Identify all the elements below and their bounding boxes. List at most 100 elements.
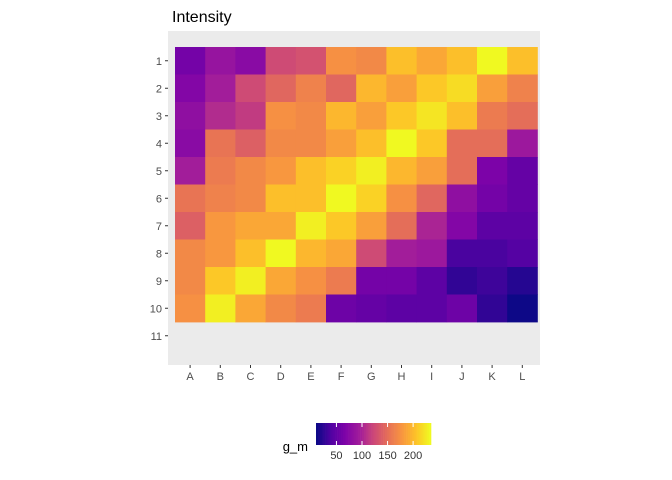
heatmap-cell (356, 129, 387, 158)
colorbar-segment (346, 423, 349, 445)
heatmap-cell (477, 102, 508, 130)
heatmap-cell (446, 157, 478, 185)
heatmap-cell (295, 267, 327, 295)
colorbar-segment (365, 423, 369, 445)
heatmap-cell (477, 184, 508, 213)
colorbar-segment (386, 423, 390, 445)
heatmap-cells (175, 47, 538, 323)
colorbar-segment (360, 423, 363, 445)
colorbar-segment (377, 423, 380, 445)
colorbar-segment (423, 423, 426, 445)
heatmap-cell (356, 184, 387, 213)
colorbar-segment (388, 423, 392, 445)
chart-title: Intensity (172, 9, 232, 26)
heatmap-cell (175, 157, 206, 185)
heatmap-cell (265, 294, 297, 323)
heatmap-cell (477, 294, 508, 323)
heatmap-cell (416, 184, 448, 213)
heatmap-cell (416, 74, 448, 103)
heatmap-cell (326, 239, 357, 268)
heatmap-cell (446, 184, 478, 213)
colorbar-segment (417, 423, 420, 445)
colorbar-segment (375, 423, 378, 445)
colorbar-segment (327, 423, 330, 445)
heatmap-cell (235, 212, 266, 240)
heatmap-cell (386, 294, 417, 323)
heatmap-cell (507, 239, 538, 268)
y-tick-label: 5 (156, 166, 162, 178)
heatmap-cell (205, 239, 236, 268)
heatmap-cell (205, 294, 236, 323)
heatmap-cell (205, 157, 236, 185)
heatmap-cell (295, 157, 327, 185)
y-tick-label: 2 (156, 83, 162, 95)
heatmap-cell (295, 129, 327, 158)
colorbar-segment (319, 423, 323, 445)
x-tick-label: B (217, 371, 224, 383)
colorbar-segment (333, 423, 336, 445)
heatmap-cell (235, 74, 266, 103)
x-tick-label: C (247, 371, 255, 383)
heatmap-cell (416, 267, 448, 295)
heatmap-cell (477, 74, 508, 103)
heatmap-cell (507, 157, 538, 185)
colorbar-segment (415, 423, 418, 445)
x-tick-label: G (367, 371, 376, 383)
y-tick-label: 6 (156, 193, 162, 205)
heatmap-cell (265, 47, 297, 75)
heatmap-cell (265, 212, 297, 240)
heatmap-cell (386, 212, 417, 240)
heatmap-cell (205, 184, 236, 213)
heatmap-cell (295, 102, 327, 130)
heatmap-cell (507, 74, 538, 103)
heatmap-cell (386, 157, 417, 185)
heatmap-cell (205, 129, 236, 158)
colorbar-segment (421, 423, 424, 445)
x-tick-label: I (430, 371, 433, 383)
heatmap-cell (446, 239, 478, 268)
colorbar-segment (335, 423, 338, 445)
y-tick-label: 11 (151, 331, 162, 343)
heatmap-cell (356, 102, 387, 130)
colorbar-segment (321, 423, 324, 445)
heatmap-cell (386, 184, 417, 213)
heatmap-cell (326, 294, 357, 323)
heatmap-cell (205, 74, 236, 103)
heatmap-cell (265, 102, 297, 130)
colorbar-segment (342, 423, 346, 445)
colorbar-segment (425, 423, 428, 445)
x-tick-label: D (277, 371, 285, 383)
colorbar-segment (348, 423, 351, 445)
x-tick-label: J (459, 371, 465, 383)
heatmap-cell (265, 239, 297, 268)
heatmap-cell (295, 74, 327, 103)
heatmap-cell (326, 74, 357, 103)
colorbar-title: g_m (283, 439, 308, 454)
heatmap-cell (446, 129, 478, 158)
heatmap-cell (416, 157, 448, 185)
colorbar-segment (329, 423, 332, 445)
colorbar-segment (369, 423, 372, 445)
heatmap-cell (386, 129, 417, 158)
colorbar-segment (363, 423, 367, 445)
colorbar-segment (413, 423, 416, 445)
y-tick-label: 1 (156, 56, 162, 68)
colorbar-segment (402, 423, 405, 445)
x-axis: A B C D E F G H I J K L (186, 365, 525, 383)
y-tick-label: 9 (156, 276, 162, 288)
heatmap-cell (235, 294, 266, 323)
heatmap-cell (326, 102, 357, 130)
heatmap-cell (446, 102, 478, 130)
colorbar-segment (427, 423, 430, 445)
colorbar-segment (362, 423, 365, 445)
colorbar-segment (429, 423, 432, 445)
heatmap-cell (477, 157, 508, 185)
heatmap-cell (265, 267, 297, 295)
heatmap-cell (326, 157, 357, 185)
y-tick-label: 4 (156, 138, 162, 150)
heatmap-cell (507, 184, 538, 213)
heatmap-cell (265, 184, 297, 213)
heatmap-cell (326, 47, 357, 75)
heatmap-cell (175, 102, 206, 130)
x-tick-label: K (488, 371, 496, 383)
